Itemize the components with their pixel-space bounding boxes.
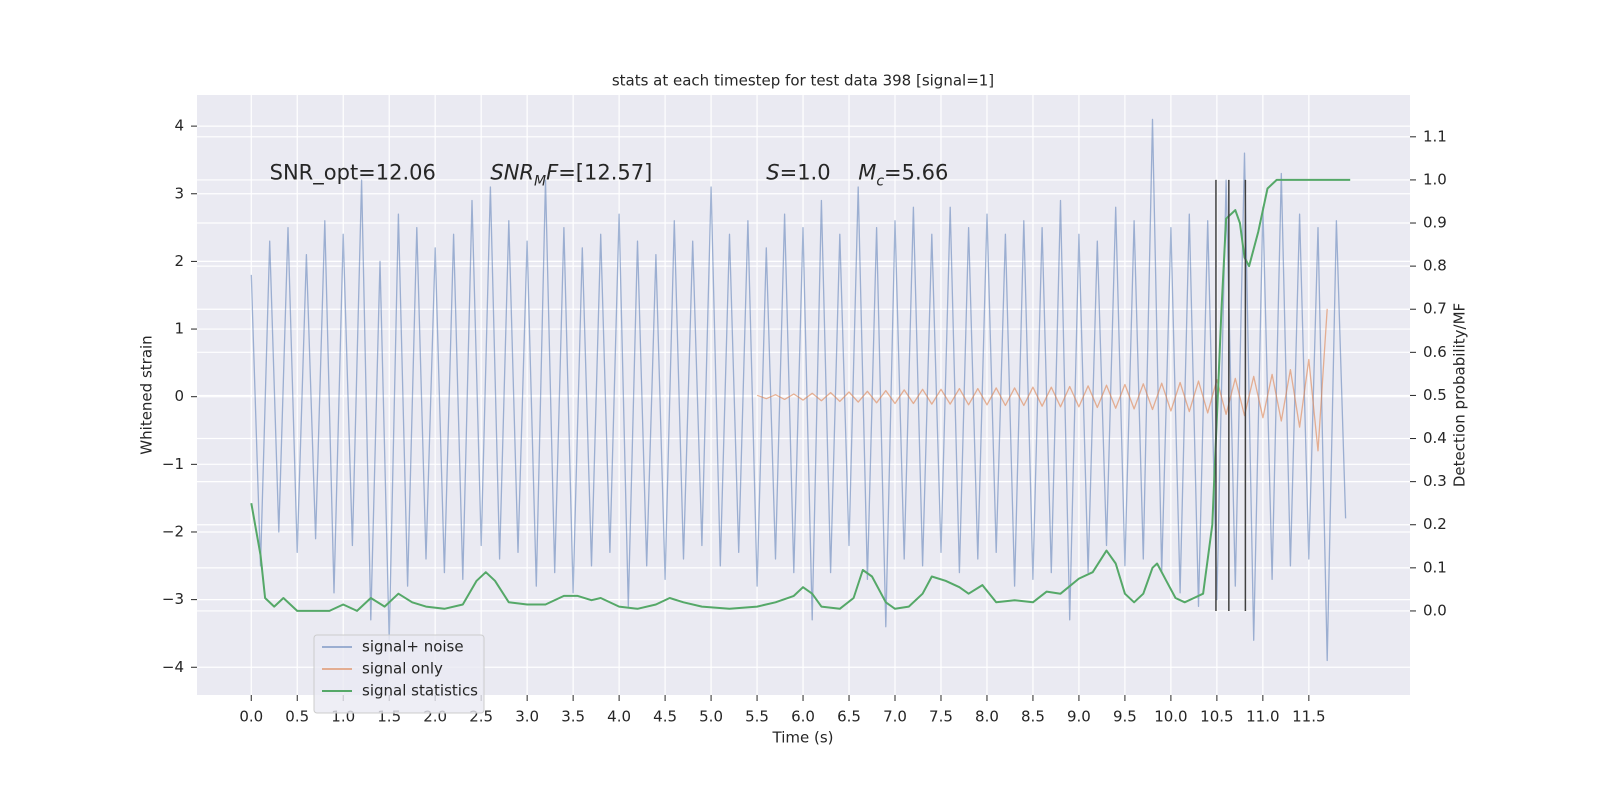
annotation-part: SNR_opt=12.06 — [270, 160, 436, 185]
y-tick-label: 3 — [174, 184, 184, 202]
y-tick-label: −2 — [162, 522, 184, 540]
y-tick-label: 0 — [174, 387, 184, 405]
x-tick-label: 0.0 — [239, 708, 263, 726]
x-tick-label: 11.5 — [1292, 708, 1325, 726]
y2-tick-label: 1.0 — [1423, 170, 1447, 188]
y2-tick-label: 0.9 — [1423, 214, 1447, 232]
y-tick-label: −3 — [162, 590, 184, 608]
x-tick-label: 10.0 — [1154, 708, 1187, 726]
y-tick-label: 4 — [174, 117, 184, 135]
y2-tick-label: 1.1 — [1423, 127, 1447, 145]
series-line — [756, 308, 1328, 452]
series-line — [250, 178, 1351, 612]
x-tick-label: 4.0 — [607, 708, 631, 726]
x-tick-label: 6.5 — [837, 708, 861, 726]
x-tick-label: 8.0 — [975, 708, 999, 726]
x-tick-label: 11.0 — [1246, 708, 1279, 726]
y-tick-label: 1 — [174, 320, 184, 338]
y2-tick-label: 0.3 — [1423, 472, 1447, 490]
y2-tick-label: 0.0 — [1423, 601, 1447, 619]
annotation-part: M — [858, 160, 876, 184]
x-tick-label: 9.5 — [1113, 708, 1137, 726]
legend-box — [313, 634, 485, 714]
annotation-part: =5.66 — [884, 160, 948, 184]
x-tick-label: 5.5 — [745, 708, 769, 726]
series-line — [250, 118, 1347, 662]
y2-tick-label: 0.5 — [1423, 386, 1447, 404]
annotation-part: M — [534, 173, 546, 189]
x-tick-label: 3.0 — [515, 708, 539, 726]
legend-label: signal only — [362, 660, 443, 678]
annotation: SNR_opt=12.06 — [270, 160, 436, 185]
x-tick-label: 7.5 — [929, 708, 953, 726]
y2-tick-label: 0.8 — [1423, 257, 1447, 275]
y-tick-label: −4 — [162, 658, 184, 676]
y2-tick-label: 0.2 — [1423, 515, 1447, 533]
x-axis-label: Time (s) — [772, 729, 834, 747]
annotation-part: c — [876, 173, 884, 189]
annotation: SNRMF=[12.57] — [490, 160, 652, 189]
y2-tick-label: 0.6 — [1423, 343, 1447, 361]
chart-title: stats at each timestep for test data 398… — [612, 72, 994, 90]
annotation-part: =1.0 — [780, 160, 831, 184]
annotation-part: =[12.57] — [558, 160, 652, 184]
y2-axis-label: Detection probability/MF — [1451, 303, 1469, 487]
y2-tick-label: 0.1 — [1423, 558, 1447, 576]
x-tick-label: 8.5 — [1021, 708, 1045, 726]
x-tick-label: 9.0 — [1067, 708, 1091, 726]
annotation: S=1.0 — [766, 160, 830, 184]
x-tick-label: 10.5 — [1200, 708, 1233, 726]
y-tick-label: −1 — [162, 455, 184, 473]
y2-tick-label: 0.4 — [1423, 429, 1447, 447]
x-tick-label: 6.0 — [791, 708, 815, 726]
annotation-part: SNR — [490, 160, 534, 184]
annotation: Mc=5.66 — [858, 160, 948, 189]
y2-tick-label: 0.7 — [1423, 300, 1447, 318]
annotation-part: S — [766, 160, 779, 184]
x-tick-label: 7.0 — [883, 708, 907, 726]
x-tick-label: 3.5 — [561, 708, 585, 726]
legend-label: signal+ noise — [362, 638, 464, 656]
annotation-part: F — [546, 160, 559, 184]
y-axis-label: Whitened strain — [138, 335, 156, 454]
legend-label: signal statistics — [362, 682, 478, 700]
y-tick-label: 2 — [174, 252, 184, 270]
x-tick-label: 4.5 — [653, 708, 677, 726]
x-tick-label: 0.5 — [285, 708, 309, 726]
x-tick-label: 5.0 — [699, 708, 723, 726]
